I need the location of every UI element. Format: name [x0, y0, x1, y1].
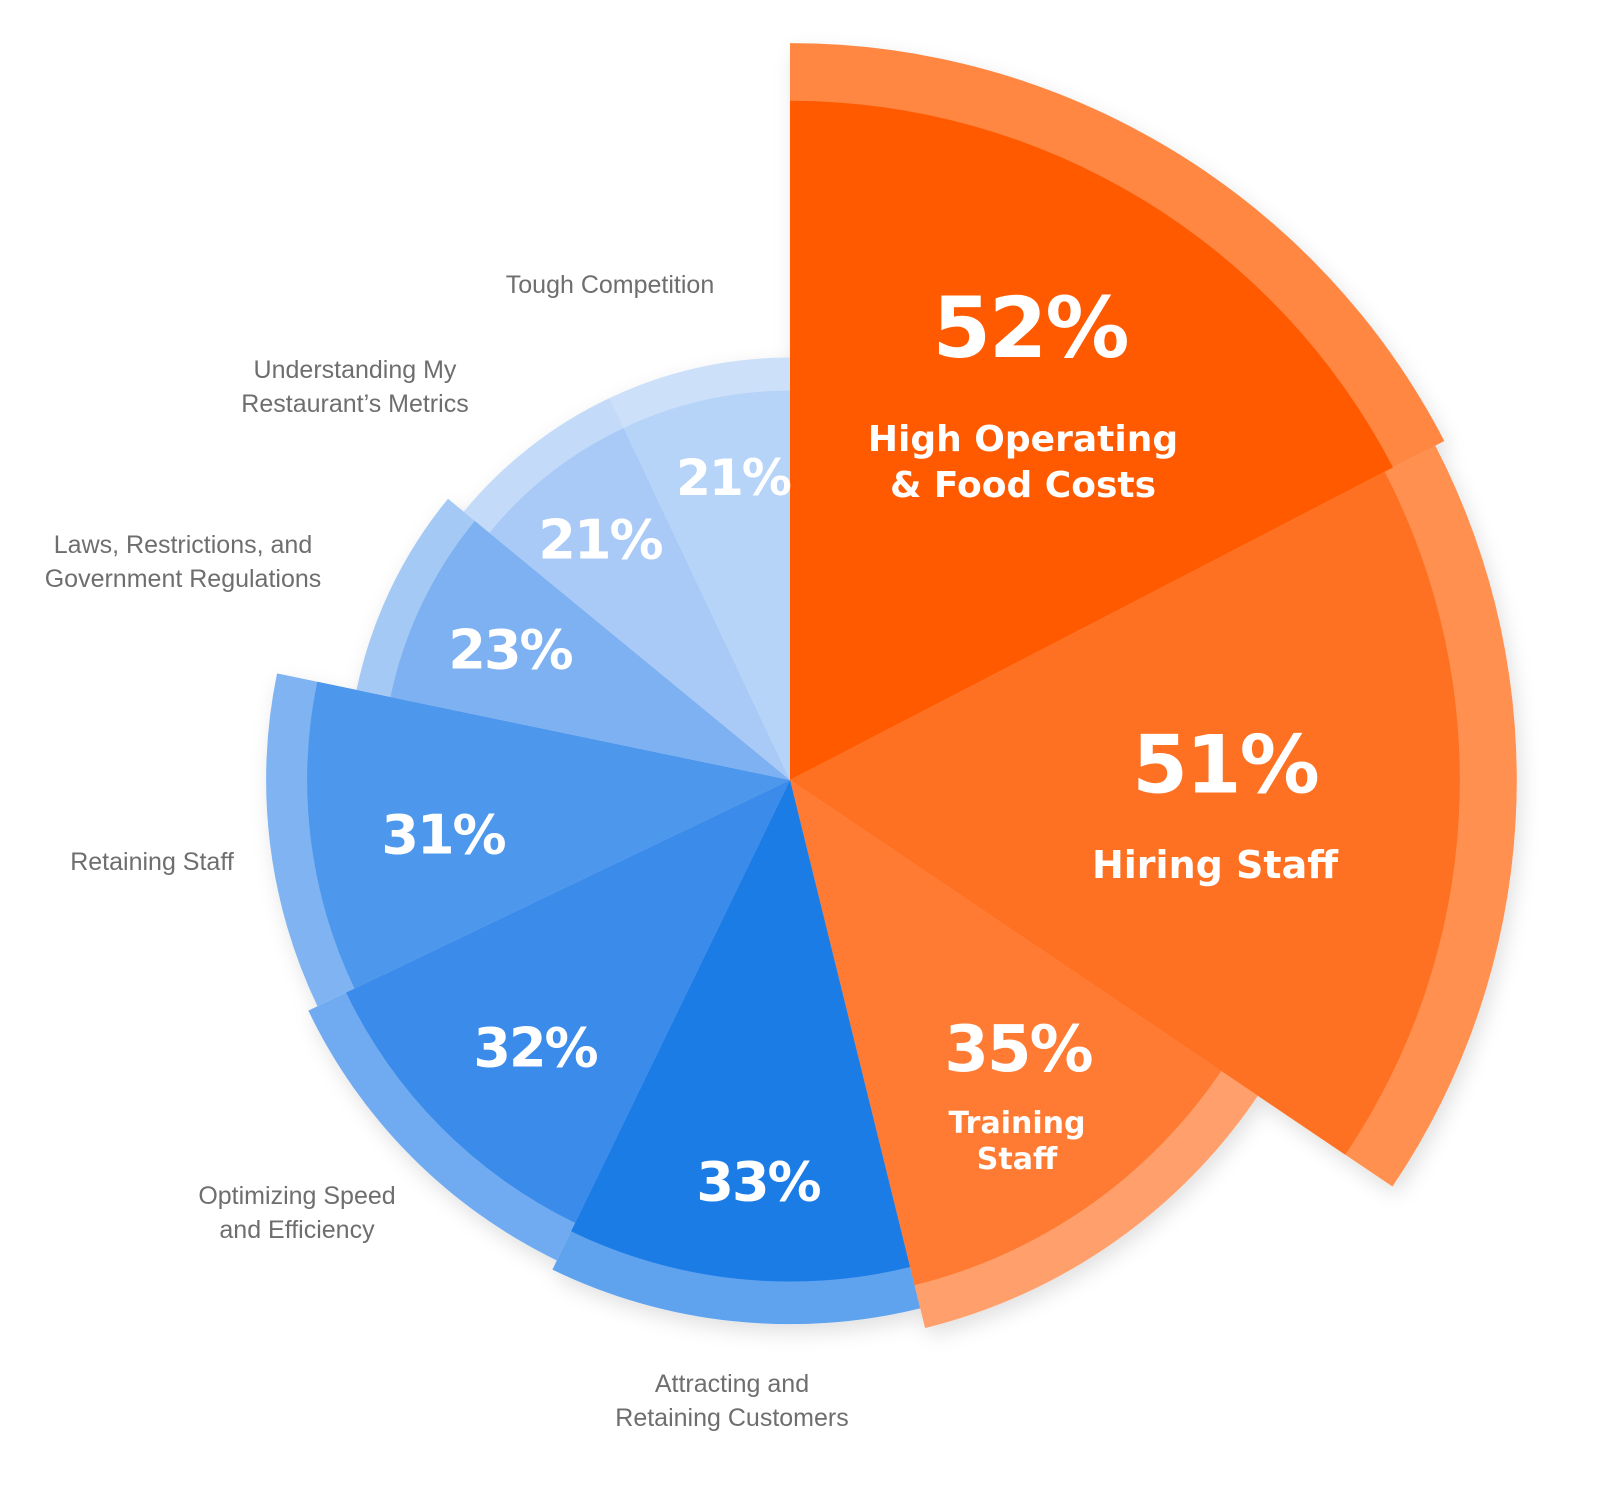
- value-label: 32%: [473, 1016, 598, 1080]
- category-label-line: Tough Competition: [505, 271, 715, 299]
- category-label: Tough Competition: [506, 268, 714, 302]
- category-label-line: Attracting and: [654, 1370, 810, 1398]
- category-label: Training Staff: [949, 1106, 1086, 1178]
- category-label: Optimizing Speed and Efficiency: [198, 1179, 395, 1247]
- slice: [790, 471, 1460, 1155]
- category-label-line: Restaurant’s Metrics: [241, 390, 469, 418]
- value-label: 31%: [381, 803, 506, 867]
- slice: [790, 780, 1222, 1286]
- slice: [489, 427, 790, 780]
- category-label-line: High Operating: [867, 419, 1179, 460]
- value-label: 51%: [1132, 718, 1319, 812]
- category-label-line: Optimizing Speed: [198, 1182, 396, 1210]
- slice: [346, 780, 790, 1223]
- category-label: Understanding My Restaurant’s Metrics: [241, 353, 468, 421]
- slice: [623, 390, 790, 780]
- value-label: 33%: [696, 1150, 821, 1214]
- category-label-line: Laws, Restrictions, and: [53, 531, 313, 559]
- category-label-line: & Food Costs: [889, 465, 1157, 506]
- category-label: High Operating & Food Costs: [868, 417, 1178, 509]
- category-label-line: Hiring Staff: [1091, 843, 1339, 887]
- category-label-line: Retaining Staff: [70, 848, 234, 876]
- category-label: Laws, Restrictions, and Government Regula…: [45, 528, 322, 596]
- category-label-line: Government Regulations: [44, 565, 322, 593]
- value-label: 35%: [944, 1013, 1093, 1087]
- slice: [307, 681, 790, 989]
- category-label: Attracting and Retaining Customers: [615, 1367, 848, 1435]
- value-label: 21%: [676, 449, 792, 507]
- value-label: 23%: [448, 618, 573, 682]
- category-label-line: Understanding My: [253, 356, 457, 384]
- value-label: 52%: [932, 279, 1129, 377]
- category-label-line: Retaining Customers: [615, 1404, 849, 1432]
- slice: [571, 780, 911, 1282]
- category-label-line: Staff: [976, 1142, 1058, 1177]
- category-label: Retaining Staff: [70, 845, 234, 879]
- category-label-line: and Efficiency: [219, 1216, 375, 1244]
- slice: [790, 100, 1394, 781]
- value-label: 21%: [538, 508, 663, 572]
- slice: [390, 520, 790, 780]
- category-label-line: Training: [948, 1106, 1086, 1141]
- category-label: Hiring Staff: [1092, 842, 1338, 888]
